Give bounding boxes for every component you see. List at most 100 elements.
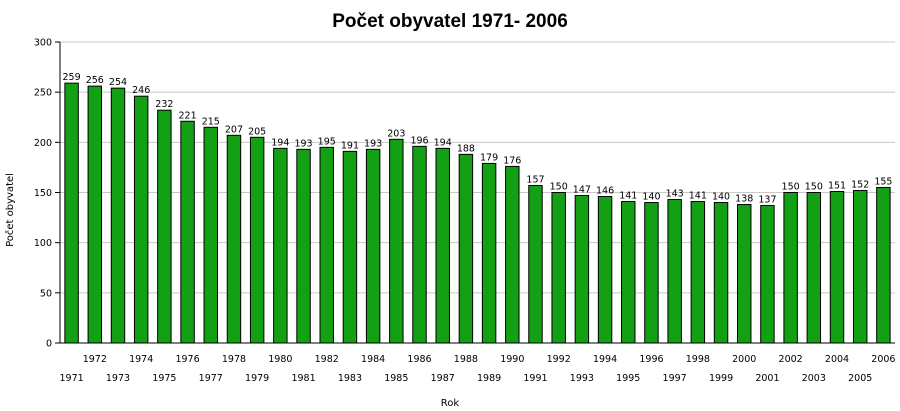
- bar-1990: [505, 165, 520, 344]
- y-tick-label: 150: [34, 188, 52, 199]
- y-tick-label: 0: [46, 339, 52, 350]
- data-label: 194: [271, 137, 289, 148]
- bar-1984: [365, 148, 381, 344]
- bar-1977: [203, 126, 218, 344]
- x-tick-label: 1990: [500, 354, 524, 365]
- data-label: 179: [480, 152, 498, 163]
- x-tick-label: 1974: [129, 354, 153, 365]
- x-tick-label: 1989: [477, 373, 501, 384]
- bar-1995: [621, 201, 636, 344]
- data-label: 215: [202, 116, 220, 127]
- bar-1983: [342, 150, 358, 344]
- data-label: 151: [828, 180, 846, 191]
- bar-1974: [133, 95, 149, 344]
- data-label: 254: [109, 77, 127, 88]
- data-label: 196: [410, 135, 428, 146]
- x-axis-label: Rok: [441, 398, 460, 409]
- x-tick-label: 1999: [709, 373, 733, 384]
- x-tick-label: 1980: [268, 354, 292, 365]
- bar-1997: [667, 199, 682, 344]
- bar-1992: [551, 192, 566, 344]
- x-tick-label: 2005: [848, 373, 872, 384]
- data-label: 140: [712, 192, 730, 203]
- data-label: 176: [503, 155, 521, 166]
- bar-1973: [110, 87, 126, 344]
- x-tick-label: 1981: [291, 373, 315, 384]
- x-tick-label: 1987: [431, 373, 455, 384]
- data-label: 256: [86, 75, 104, 86]
- bar-1994: [597, 196, 613, 344]
- y-tick-label: 300: [34, 38, 52, 49]
- x-tick-label: 1985: [384, 373, 408, 384]
- y-tick-label: 200: [34, 138, 52, 149]
- x-tick-label: 2004: [825, 354, 849, 365]
- bar-1999: [713, 202, 729, 344]
- bar-1989: [481, 162, 497, 344]
- bar-2003: [806, 192, 822, 344]
- x-tick-label: 2002: [779, 354, 803, 365]
- x-tick-label: 1996: [639, 354, 663, 365]
- y-tick-label: 50: [40, 288, 52, 299]
- data-label: 205: [248, 126, 266, 137]
- x-tick-label: 1986: [407, 354, 431, 365]
- bar-1981: [296, 148, 311, 344]
- x-tick-label: 1983: [338, 373, 362, 384]
- bar-1975: [157, 109, 172, 344]
- bar-1972: [87, 85, 103, 344]
- data-label: 147: [573, 185, 591, 196]
- y-axis-label: Počet obyvatel: [4, 173, 16, 247]
- x-tick-label: 1984: [361, 354, 385, 365]
- data-label: 150: [782, 182, 800, 193]
- bar-2006: [876, 186, 891, 344]
- bar-1978: [226, 134, 242, 344]
- bar-1979: [249, 136, 265, 344]
- x-tick-label: 1988: [454, 354, 478, 365]
- data-label: 141: [689, 191, 707, 202]
- data-label: 194: [434, 137, 452, 148]
- x-tick-label: 1975: [152, 373, 176, 384]
- data-labels: 259 256 254 246 232 221 215 207 205 194 193 195 191 1…: [63, 72, 893, 205]
- x-tick-label: 2003: [802, 373, 826, 384]
- data-label: 193: [294, 138, 312, 149]
- bar-1980: [273, 147, 288, 344]
- x-tick-label: 1992: [547, 354, 571, 365]
- bar-2000: [737, 204, 752, 344]
- data-label: 232: [155, 99, 173, 110]
- x-tick-label: 1971: [60, 373, 84, 384]
- data-label: 157: [526, 174, 544, 185]
- bars: [64, 82, 891, 344]
- gridlines: [60, 41, 895, 294]
- bar-1971: [64, 82, 79, 344]
- data-label: 191: [341, 140, 359, 151]
- bar-1988: [458, 153, 474, 344]
- bar-2004: [829, 190, 845, 344]
- data-label: 141: [619, 191, 637, 202]
- x-tick-label: 1972: [83, 354, 107, 365]
- x-tick-label: 1976: [175, 354, 199, 365]
- bar-1987: [435, 147, 450, 344]
- x-tick-label: 1998: [686, 354, 710, 365]
- data-label: 193: [364, 138, 382, 149]
- data-label: 221: [178, 110, 196, 121]
- x-tick-label: 1991: [523, 373, 547, 384]
- x-tick-label: 1978: [222, 354, 246, 365]
- data-label: 150: [550, 182, 568, 193]
- data-label: 138: [735, 194, 753, 205]
- x-tick-label: 1994: [593, 354, 617, 365]
- bar-2005: [852, 189, 868, 344]
- x-tick-label: 1997: [663, 373, 687, 384]
- data-label: 259: [63, 72, 81, 83]
- bar-1998: [690, 201, 706, 344]
- y-tick-label: 250: [34, 88, 52, 99]
- bar-2002: [783, 192, 798, 344]
- bar-1985: [389, 138, 404, 344]
- x-tick-label: 2006: [871, 354, 895, 365]
- x-tick-label: 1982: [315, 354, 339, 365]
- x-tick-label: 1995: [616, 373, 640, 384]
- x-tick-label: 1977: [199, 373, 223, 384]
- y-tick-labels: 0 50 100 150 200 250 300: [34, 38, 52, 350]
- data-label: 188: [457, 143, 475, 154]
- bar-1993: [574, 195, 590, 344]
- data-label: 137: [758, 195, 776, 206]
